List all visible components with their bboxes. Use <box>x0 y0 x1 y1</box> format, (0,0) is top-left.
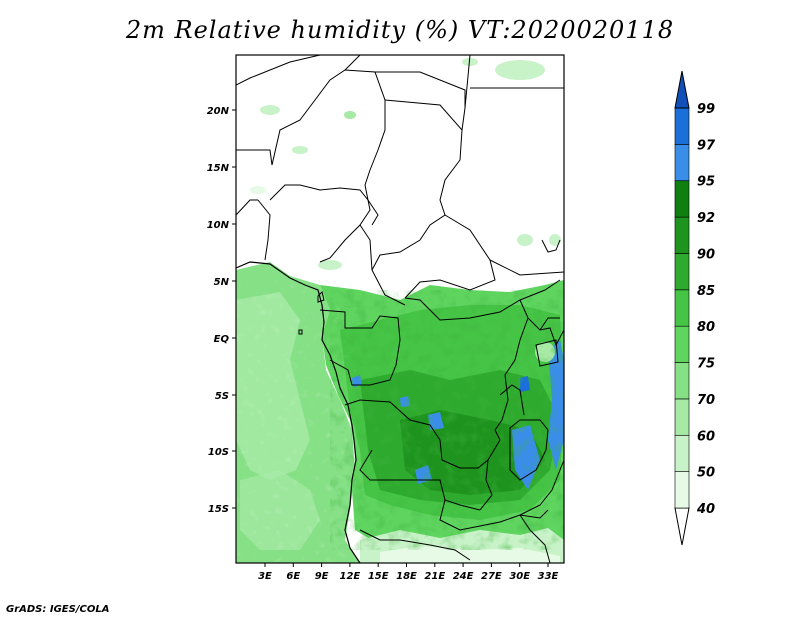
lon-tick-label: 21E <box>424 571 445 582</box>
colorbar-label: 97 <box>697 138 716 153</box>
colorbar-swatch <box>674 325 690 363</box>
colorbar-label: 99 <box>697 102 715 117</box>
colorbar-swatch <box>674 471 690 509</box>
colorbar-label: 70 <box>697 393 715 408</box>
lat-tick-label: EQ <box>214 334 230 345</box>
colorbar-swatch <box>674 216 690 254</box>
colorbar-upper-arrow <box>674 70 690 109</box>
lon-tick-label: 24E <box>453 571 474 582</box>
country-borders <box>236 55 564 563</box>
colorbar-label: 90 <box>697 247 715 262</box>
colorbar-label: 60 <box>697 429 715 444</box>
lon-tick-label: 18E <box>396 571 417 582</box>
lat-tick-label: 5N <box>214 277 230 288</box>
colorbar-swatch <box>674 253 690 291</box>
lon-tick-label: 3E <box>258 571 272 582</box>
colorbar-label: 50 <box>697 466 715 481</box>
colorbar-swatch <box>674 289 690 327</box>
lon-tick-label: 30E <box>509 571 530 582</box>
colorbar-label: 92 <box>697 211 715 226</box>
lat-tick-label: 10S <box>208 447 229 458</box>
colorbar-swatch <box>674 144 690 182</box>
map-frame <box>235 54 565 564</box>
map-title: 2m Relative humidity (%) VT:2020020118 <box>125 16 675 44</box>
colorbar-label: 80 <box>697 320 715 335</box>
lon-tick-label: 27E <box>481 571 502 582</box>
lat-tick-label: 15S <box>208 504 229 515</box>
lon-tick-label: 15E <box>368 571 389 582</box>
latitude-axis: 20N 15N 10N 5N EQ 5S 10S 15S <box>207 106 236 515</box>
colorbar-swatch <box>674 362 690 400</box>
colorbar-label: 95 <box>697 175 715 190</box>
lon-tick-label: 33E <box>538 571 559 582</box>
footer-credit: GrADS: IGES/COLA <box>6 604 110 615</box>
lat-tick-label: 20N <box>207 106 230 117</box>
colorbar-lower-arrow <box>674 507 690 546</box>
colorbar: 40 50 60 70 75 80 85 90 92 95 97 99 <box>674 70 716 546</box>
lat-tick-label: 10N <box>207 220 230 231</box>
humidity-field <box>236 55 564 563</box>
lon-tick-label: 6E <box>286 571 300 582</box>
colorbar-label: 40 <box>696 502 715 517</box>
colorbar-swatch <box>674 180 690 218</box>
longitude-axis: 3E 6E 9E 12E 15E 18E 21E 24E 27E 30E 33E <box>258 563 559 582</box>
colorbar-swatch <box>674 107 690 145</box>
lon-tick-label: 9E <box>315 571 329 582</box>
colorbar-swatch <box>674 434 690 472</box>
colorbar-label: 75 <box>697 357 715 372</box>
colorbar-label: 85 <box>697 284 715 299</box>
lon-tick-label: 12E <box>340 571 361 582</box>
lat-tick-label: 5S <box>215 391 229 402</box>
colorbar-swatch <box>674 398 690 436</box>
lat-tick-label: 15N <box>207 163 230 174</box>
